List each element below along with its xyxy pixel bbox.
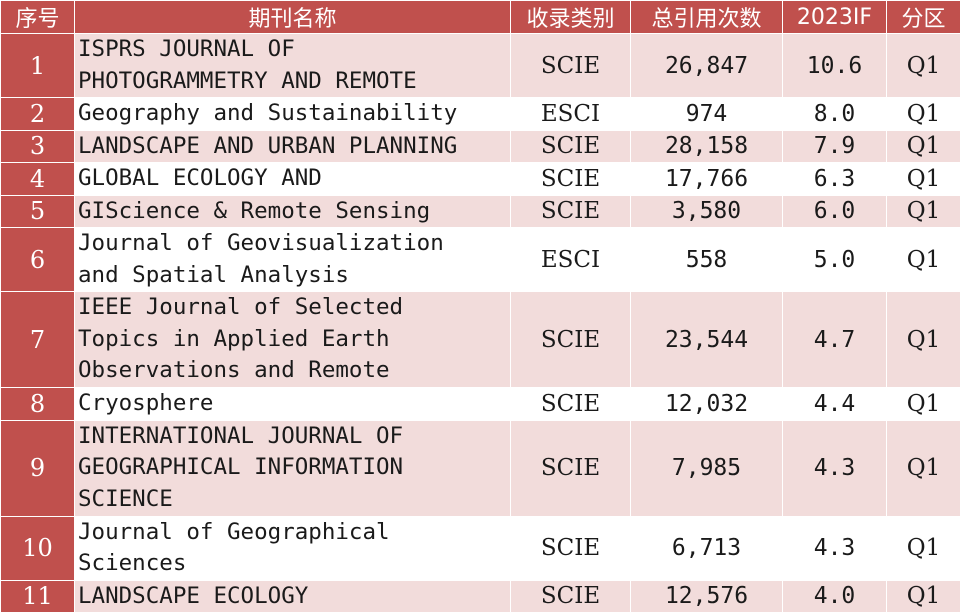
total-citations: 558: [631, 228, 783, 292]
index-type: ESCI: [511, 98, 631, 131]
impact-factor: 4.3: [783, 516, 887, 580]
header-name: 期刊名称: [75, 1, 511, 34]
journal-name: Journal of Geographical Sciences: [75, 516, 511, 580]
index-type: SCIE: [511, 163, 631, 196]
index-type: SCIE: [511, 388, 631, 421]
header-quartile: 分区: [887, 1, 960, 34]
journal-name: ISPRS JOURNAL OF PHOTOGRAMMETRY AND REMO…: [75, 34, 511, 98]
total-citations: 6,713: [631, 516, 783, 580]
quartile: Q1: [887, 580, 960, 613]
table-row: 3 LANDSCAPE AND URBAN PLANNING SCIE 28,1…: [1, 130, 960, 163]
impact-factor: 4.0: [783, 580, 887, 613]
table-row: 4 GLOBAL ECOLOGY AND SCIE 17,766 6.3 Q1: [1, 163, 960, 196]
row-no: 10: [1, 516, 75, 580]
index-type: SCIE: [511, 34, 631, 98]
impact-factor: 8.0: [783, 98, 887, 131]
row-no: 9: [1, 420, 75, 516]
total-citations: 974: [631, 98, 783, 131]
total-citations: 7,985: [631, 420, 783, 516]
table-row: 9 INTERNATIONAL JOURNAL OF GEOGRAPHICAL …: [1, 420, 960, 516]
total-citations: 28,158: [631, 130, 783, 163]
quartile: Q1: [887, 292, 960, 388]
quartile: Q1: [887, 98, 960, 131]
impact-factor: 4.3: [783, 420, 887, 516]
quartile: Q1: [887, 195, 960, 228]
journal-name: GLOBAL ECOLOGY AND: [75, 163, 511, 196]
table-row: 2 Geography and Sustainability ESCI 974 …: [1, 98, 960, 131]
total-citations: 26,847: [631, 34, 783, 98]
row-no: 8: [1, 388, 75, 421]
quartile: Q1: [887, 516, 960, 580]
journal-name: LANDSCAPE AND URBAN PLANNING: [75, 130, 511, 163]
row-no: 4: [1, 163, 75, 196]
quartile: Q1: [887, 388, 960, 421]
total-citations: 23,544: [631, 292, 783, 388]
total-citations: 12,032: [631, 388, 783, 421]
index-type: SCIE: [511, 580, 631, 613]
table-row: 11 LANDSCAPE ECOLOGY SCIE 12,576 4.0 Q1: [1, 580, 960, 613]
index-type: SCIE: [511, 195, 631, 228]
impact-factor: 6.3: [783, 163, 887, 196]
quartile: Q1: [887, 163, 960, 196]
journal-name: Cryosphere: [75, 388, 511, 421]
table-row: 8 Cryosphere SCIE 12,032 4.4 Q1: [1, 388, 960, 421]
total-citations: 12,576: [631, 580, 783, 613]
table-row: 7 IEEE Journal of Selected Topics in App…: [1, 292, 960, 388]
table-row: 6 Journal of Geovisualization and Spatia…: [1, 228, 960, 292]
journal-name: GIScience & Remote Sensing: [75, 195, 511, 228]
index-type: SCIE: [511, 292, 631, 388]
quartile: Q1: [887, 34, 960, 98]
row-no: 11: [1, 580, 75, 613]
impact-factor: 4.7: [783, 292, 887, 388]
row-no: 5: [1, 195, 75, 228]
header-citations: 总引用次数: [631, 1, 783, 34]
impact-factor: 7.9: [783, 130, 887, 163]
table-row: 10 Journal of Geographical Sciences SCIE…: [1, 516, 960, 580]
index-type: SCIE: [511, 130, 631, 163]
journal-name: IEEE Journal of Selected Topics in Appli…: [75, 292, 511, 388]
index-type: ESCI: [511, 228, 631, 292]
row-no: 1: [1, 34, 75, 98]
total-citations: 17,766: [631, 163, 783, 196]
impact-factor: 10.6: [783, 34, 887, 98]
row-no: 2: [1, 98, 75, 131]
index-type: SCIE: [511, 420, 631, 516]
quartile: Q1: [887, 420, 960, 516]
row-no: 3: [1, 130, 75, 163]
journal-name: Geography and Sustainability: [75, 98, 511, 131]
row-no: 7: [1, 292, 75, 388]
impact-factor: 4.4: [783, 388, 887, 421]
header-type: 收录类别: [511, 1, 631, 34]
impact-factor: 6.0: [783, 195, 887, 228]
journal-name: INTERNATIONAL JOURNAL OF GEOGRAPHICAL IN…: [75, 420, 511, 516]
row-no: 6: [1, 228, 75, 292]
impact-factor: 5.0: [783, 228, 887, 292]
header-row: 序号 期刊名称 收录类别 总引用次数 2023IF 分区: [1, 1, 960, 34]
quartile: Q1: [887, 130, 960, 163]
table-row: 1 ISPRS JOURNAL OF PHOTOGRAMMETRY AND RE…: [1, 34, 960, 98]
header-if: 2023IF: [783, 1, 887, 34]
table-row: 5 GIScience & Remote Sensing SCIE 3,580 …: [1, 195, 960, 228]
header-no: 序号: [1, 1, 75, 34]
journal-name: Journal of Geovisualization and Spatial …: [75, 228, 511, 292]
journal-name: LANDSCAPE ECOLOGY: [75, 580, 511, 613]
quartile: Q1: [887, 228, 960, 292]
index-type: SCIE: [511, 516, 631, 580]
total-citations: 3,580: [631, 195, 783, 228]
